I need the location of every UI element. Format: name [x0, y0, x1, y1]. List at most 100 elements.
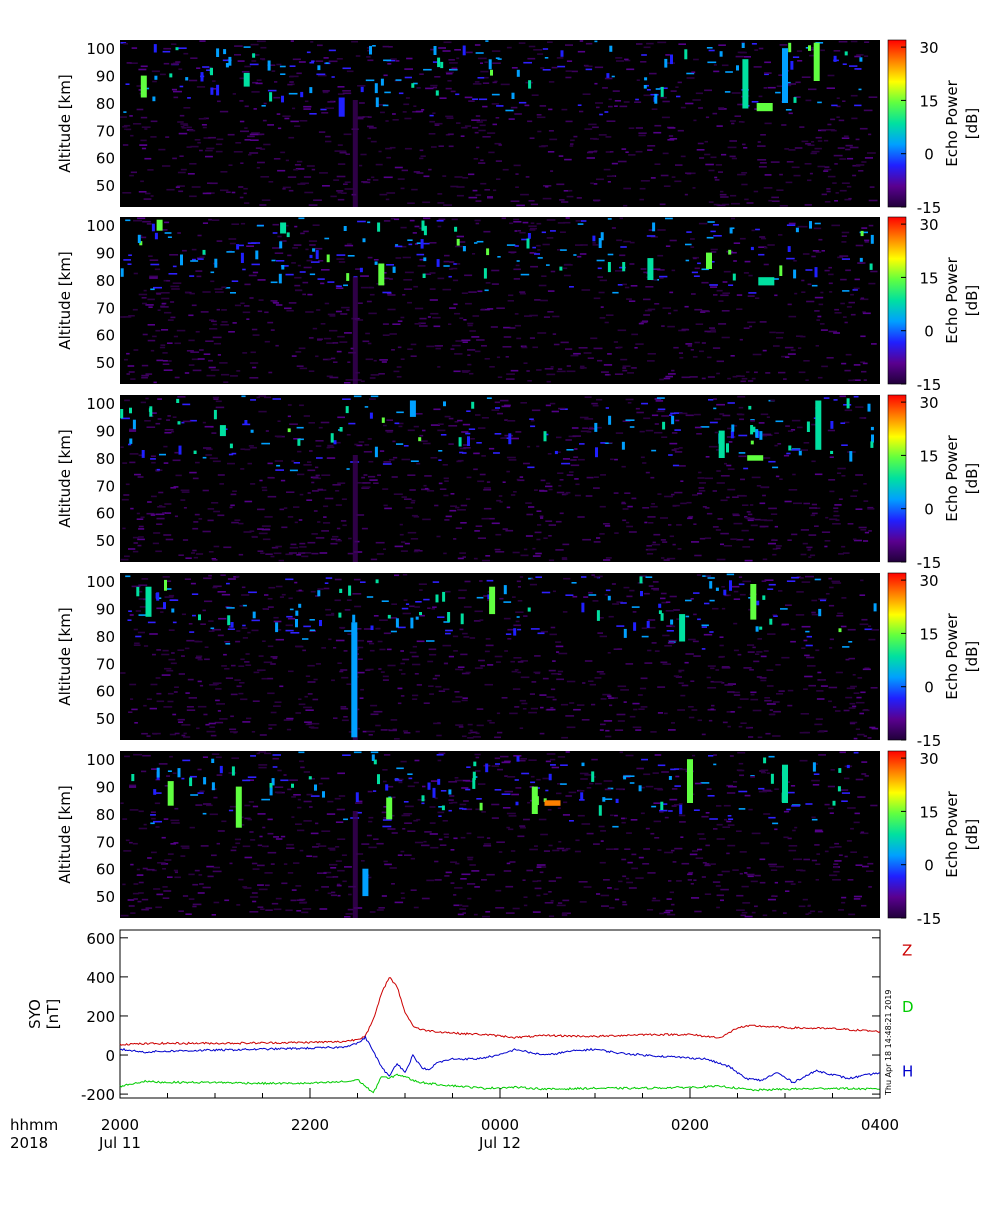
- colorbar-gradient: [888, 40, 906, 207]
- y-axis-label: Altitude [km]: [56, 251, 74, 349]
- legend-label-H: H: [902, 1063, 913, 1081]
- colorbar-label: Echo Power: [943, 79, 961, 166]
- y-tick-label: 80: [96, 95, 115, 113]
- y-tick-label: 600: [86, 930, 115, 948]
- heatmap-background: [120, 217, 880, 384]
- y-tick-label: 60: [96, 327, 115, 345]
- colorbar-tick-label: 30: [919, 394, 938, 412]
- heatmap-echo-feature: [168, 781, 174, 806]
- y-tick-label: 60: [96, 861, 115, 879]
- colorbar-gradient: [888, 395, 906, 562]
- colorbar-tick-label: -15: [917, 732, 942, 750]
- x-axis-year: 2018: [10, 1134, 48, 1152]
- y-tick-label: 80: [96, 628, 115, 646]
- colorbar-tick-label: 30: [919, 216, 938, 234]
- colorbar-label: Echo Power: [943, 790, 961, 877]
- y-tick-label: 90: [96, 601, 115, 619]
- y-axis-label: Altitude [km]: [56, 785, 74, 883]
- y-tick-label: 70: [96, 655, 115, 673]
- colorbar-tick-label: 0: [924, 501, 934, 519]
- colorbar-tick-label: 15: [919, 803, 938, 821]
- colorbar: 30 15 0 -15 Echo Power[dB]: [888, 39, 981, 217]
- heatmap-echo-feature: [339, 98, 345, 117]
- colorbar-tick-label: 15: [919, 269, 938, 287]
- colorbar-tick-label: 30: [919, 750, 938, 768]
- heatmap-echo-feature: [351, 622, 357, 737]
- heatmap-plot-area: [120, 217, 880, 384]
- heatmap-streak: [353, 811, 358, 918]
- y-tick-label: 50: [96, 354, 115, 372]
- y-axis-label: Altitude [km]: [56, 607, 74, 705]
- heatmap-plot-area: [120, 751, 880, 918]
- y-tick-label: 70: [96, 122, 115, 140]
- heatmap-echo-feature: [679, 614, 685, 641]
- heatmap-echo-feature: [489, 587, 495, 614]
- heatmap-echo-feature: [141, 76, 147, 98]
- colorbar-tick-label: -15: [917, 376, 942, 394]
- heatmap-plot-area: [120, 40, 880, 207]
- y-tick-label: 200: [86, 1008, 115, 1026]
- heatmap-echo-feature: [750, 584, 756, 620]
- heatmap-echo-feature: [814, 43, 820, 81]
- heatmap-streak: [353, 100, 358, 207]
- y-tick-label: 50: [96, 532, 115, 550]
- colorbar-unit: [dB]: [963, 463, 981, 495]
- colorbar-tick-label: -15: [917, 910, 942, 928]
- heatmap-echo-feature: [782, 765, 788, 803]
- colorbar-tick-label: -15: [917, 199, 942, 217]
- y-tick-label: 60: [96, 505, 115, 523]
- colorbar-gradient: [888, 573, 906, 740]
- colorbar-unit: [dB]: [963, 108, 981, 140]
- colorbar-gradient: [888, 751, 906, 918]
- heatmap-echo-feature: [687, 759, 693, 803]
- heatmap-echo-feature: [758, 277, 774, 285]
- heatmap-plot-area: [120, 395, 880, 562]
- colorbar-gradient: [888, 217, 906, 384]
- heatmap-echo-feature: [378, 264, 384, 286]
- colorbar-unit: [dB]: [963, 285, 981, 317]
- colorbar-unit: [dB]: [963, 641, 981, 673]
- y-tick-label: 90: [96, 423, 115, 441]
- heatmap-background: [120, 751, 880, 918]
- colorbar-tick-label: 15: [919, 625, 938, 643]
- heatmap-echo-feature: [386, 798, 392, 820]
- y-tick-label: 100: [86, 217, 115, 235]
- heatmap-echo-feature: [362, 869, 368, 896]
- x-tick-label: 0200: [671, 1116, 709, 1134]
- legend-label-Z: Z: [902, 942, 912, 960]
- y-tick-label: 80: [96, 450, 115, 468]
- heatmap-echo-feature: [146, 587, 152, 617]
- y-tick-label: 0: [105, 1047, 115, 1065]
- heatmap-echo-feature: [236, 787, 242, 828]
- y-axis-unit: [nT]: [44, 999, 62, 1029]
- colorbar-tick-label: 15: [919, 92, 938, 110]
- heatmap-echo-feature: [706, 253, 712, 269]
- y-tick-label: 90: [96, 779, 115, 797]
- colorbar-tick-label: 0: [924, 679, 934, 697]
- heatmap-echo-feature: [757, 103, 773, 111]
- heatmap-echo-feature: [545, 800, 561, 806]
- x-tick-label: 2000: [101, 1116, 139, 1134]
- colorbar-tick-label: 0: [924, 146, 934, 164]
- heatmap-echo-feature: [647, 258, 653, 280]
- colorbar-label: Echo Power: [943, 434, 961, 521]
- y-tick-label: 100: [86, 395, 115, 413]
- colorbar-label: Echo Power: [943, 612, 961, 699]
- heatmap-echo-feature: [220, 425, 226, 436]
- colorbar-unit: [dB]: [963, 819, 981, 851]
- y-tick-label: 90: [96, 68, 115, 86]
- colorbar-tick-label: 0: [924, 323, 934, 341]
- colorbar-tick-label: 30: [919, 39, 938, 57]
